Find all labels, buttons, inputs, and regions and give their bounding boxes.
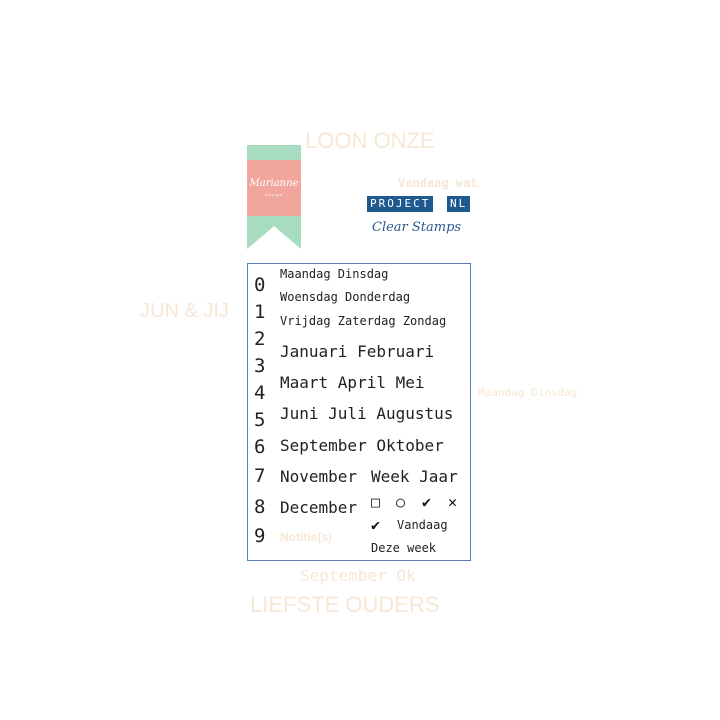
logo-brand: Marianne [249,178,299,189]
months-stamp: November [280,467,358,486]
months-stamp: Januari Februari [280,342,435,361]
product-subtitle: Clear Stamps [372,220,462,235]
logo-square [247,160,301,216]
days-stamp: Woensdag Donderdag [280,290,411,304]
digit-stamp: 7 [254,465,266,487]
background-text: LOON ONZE [305,128,435,153]
months-stamp: Maart April Mei [280,373,425,392]
check-symbol-icon: ✔ [422,493,432,511]
digit-stamp: 5 [254,409,266,431]
circle-symbol-icon: ○ [396,493,406,511]
digit-stamp: 3 [254,355,266,377]
days-stamp: Maandag Dinsdag [280,267,389,281]
this-week-stamp: Deze week [371,541,437,555]
check-icon: ✔ [371,516,381,534]
digit-stamp: 9 [254,525,266,547]
background-text: September Ok [300,566,416,585]
digit-stamp: 4 [254,382,266,404]
digit-stamp: 8 [254,496,266,518]
days-stamp: Vrijdag Zaterdag Zondag [280,314,447,328]
background-text: Maandag Dinsdag [478,386,578,399]
months-stamp: September Oktober [280,436,444,455]
cross-symbol-icon: ✕ [448,493,458,511]
week-year-stamp: Week Jaar [371,467,458,486]
background-text: Notitie(s) [280,530,332,544]
logo-brand-sub: design [265,192,283,197]
months-stamp: December [280,498,358,517]
square-symbol-icon: □ [371,493,381,511]
background-text: JUN & JIJ [140,300,229,322]
product-region: NL [447,196,471,212]
digit-stamp: 6 [254,436,266,458]
digit-stamp: 0 [254,274,266,296]
digit-stamp: 1 [254,301,266,323]
months-stamp: Juni Juli Augustus [280,404,454,423]
stamp-sheet-frame [247,263,471,561]
background-text: LIEFSTE OUDERS [250,592,440,617]
background-text: Vandaag wat [398,176,478,190]
product-line: PROJECT [367,196,434,212]
digit-stamp: 2 [254,328,266,350]
today-stamp: Vandaag [397,518,448,532]
